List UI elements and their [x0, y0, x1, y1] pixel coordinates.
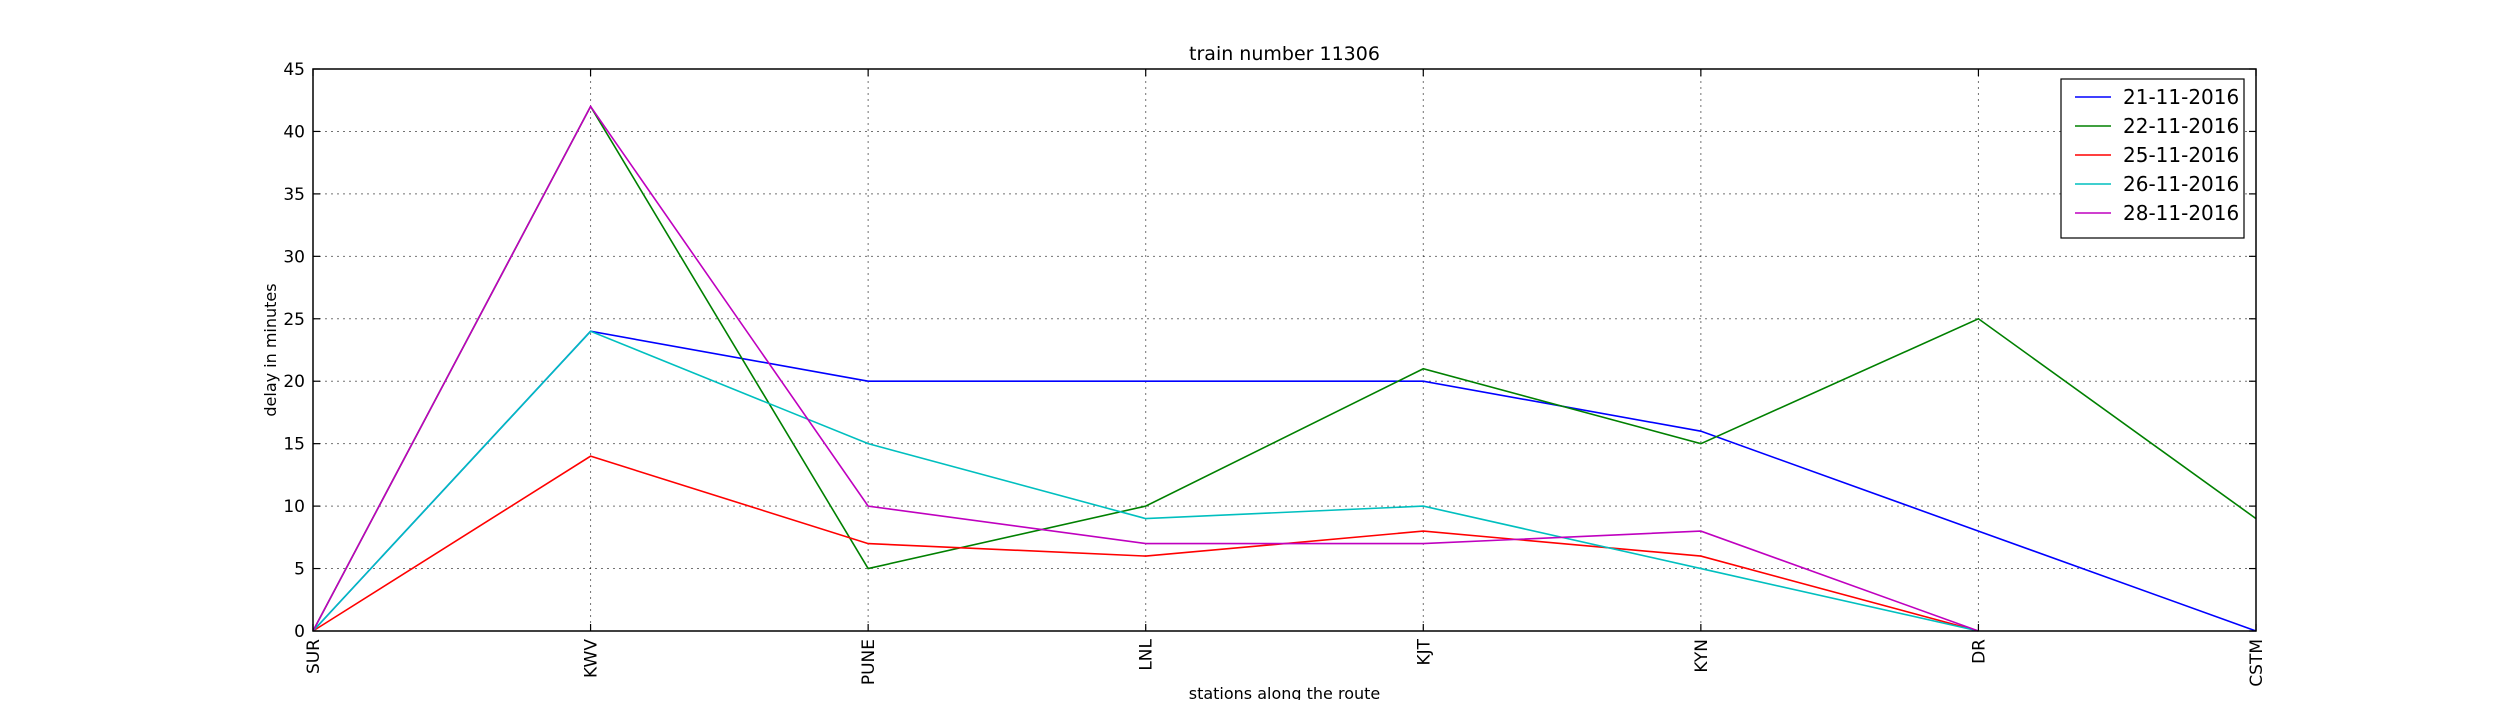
y-axis-label: delay in minutes — [261, 283, 280, 416]
legend-frame — [2060, 78, 2245, 239]
tick-layer: 0 5 10 15 20 25 30 35 40 45 SUR KWV PUNE LNL KJT KYN DR C… — [283, 60, 2267, 687]
y-tick-label: 15 — [283, 435, 305, 455]
x-tick-label: CSTM — [2247, 639, 2267, 687]
x-tick-label: KYN — [1692, 639, 1712, 673]
x-tick-label: DR — [1969, 639, 1989, 664]
series-line-22-11-2016 — [312, 104, 2257, 632]
legend-label: 22-11-2016 — [2123, 114, 2239, 138]
series-line-21-11-2016 — [312, 330, 2257, 632]
x-tick-label: LNL — [1137, 638, 1157, 670]
plot-frame — [312, 68, 2257, 632]
y-tick-label: 0 — [294, 622, 305, 642]
y-tick-label: 35 — [283, 185, 305, 205]
x-tick-label: PUNE — [859, 639, 879, 685]
legend-label: 25-11-2016 — [2123, 143, 2239, 167]
y-tick-label: 20 — [283, 372, 305, 392]
x-tick-label: KWV — [582, 639, 602, 678]
series-line-26-11-2016 — [312, 330, 1979, 632]
y-tick-label: 10 — [283, 497, 305, 517]
y-tick-label: 25 — [283, 310, 305, 330]
series-line-25-11-2016 — [312, 455, 1979, 632]
y-tick-label: 45 — [283, 60, 305, 80]
legend-label: 26-11-2016 — [2123, 172, 2239, 196]
x-tick-label: KJT — [1414, 638, 1434, 665]
y-tick-label: 40 — [283, 122, 305, 142]
y-tick-label: 5 — [294, 560, 305, 580]
legend: 21-11-2016 22-11-2016 25-11-2016 26-11-2016… — [2060, 78, 2245, 239]
x-axis-label: stations along the route — [1189, 684, 1381, 700]
y-tick-label: 30 — [283, 247, 305, 267]
legend-label: 21-11-2016 — [2123, 85, 2239, 109]
legend-label: 28-11-2016 — [2123, 201, 2239, 225]
x-tick-label: SUR — [304, 639, 324, 674]
series-line-28-11-2016 — [312, 104, 1979, 632]
grid-layer — [313, 69, 2256, 631]
chart-title: train number 11306 — [1189, 43, 1380, 65]
series-layer — [312, 104, 2257, 632]
